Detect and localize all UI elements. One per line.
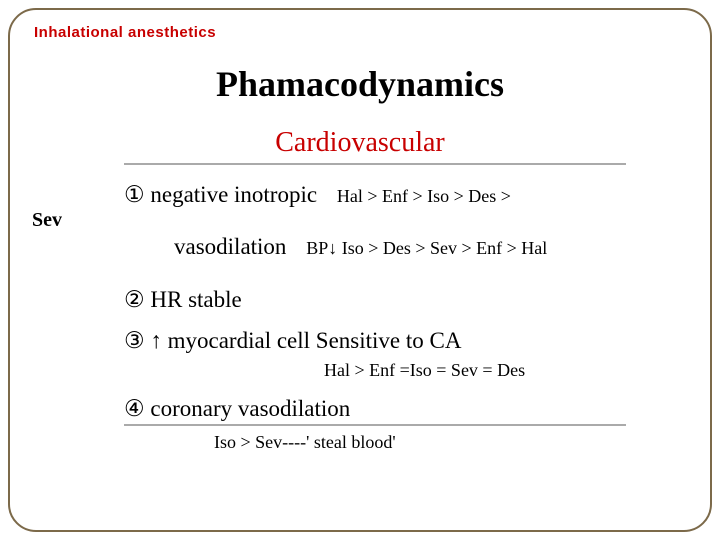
sev-label: Sev (32, 209, 62, 232)
bullet-2-marker: ② (124, 286, 145, 312)
bullet-4-text: coronary vasodilation (150, 396, 350, 421)
vaso-text: vasodilation (174, 234, 286, 259)
bullet-3: ③ ↑ myocardial cell Sensitive to CA (124, 327, 686, 354)
slide-frame: Inhalational anesthetics Phamacodynamics… (8, 8, 712, 532)
bullet-1: ① negative inotropic Hal > Enf > Iso > D… (124, 181, 686, 208)
divider-bottom (124, 424, 626, 426)
bullet-1-marker: ① (124, 181, 145, 207)
bullet-2-text: HR stable (150, 287, 241, 312)
bullet-4-marker: ④ (124, 395, 145, 421)
slide-title: Phamacodynamics (34, 63, 686, 105)
bullet-1-text: negative inotropic (150, 182, 317, 207)
bullet-2: ② HR stable (124, 286, 686, 313)
down-arrow-icon: ↓ (328, 238, 337, 258)
slide-subtitle: Cardiovascular (34, 127, 686, 159)
slide-header: Inhalational anesthetics (34, 24, 686, 41)
bullet-3-marker: ③ (124, 327, 145, 353)
bullet-3-detail: Hal > Enf =Iso = Sev = Des (324, 360, 686, 381)
vaso-detail: BP↓ Iso > Des > Sev > Enf > Hal (306, 238, 547, 258)
bullet-list: ① negative inotropic Hal > Enf > Iso > D… (124, 181, 686, 422)
vaso-bp: BP (306, 238, 328, 258)
bullet-3-text: myocardial cell Sensitive to CA (168, 328, 462, 353)
up-arrow-icon: ↑ (150, 327, 162, 353)
bullet-4-detail: Iso > Sev----' steal blood' (214, 432, 686, 453)
vaso-order: Iso > Des > Sev > Enf > Hal (342, 238, 548, 258)
bullet-1-detail: Hal > Enf > Iso > Des > (337, 186, 511, 206)
divider-top (124, 163, 626, 165)
content-area: Sev ① negative inotropic Hal > Enf > Iso… (34, 181, 686, 453)
vasodilation-line: vasodilation BP↓ Iso > Des > Sev > Enf >… (174, 234, 686, 260)
bullet-4: ④ coronary vasodilation (124, 395, 686, 422)
